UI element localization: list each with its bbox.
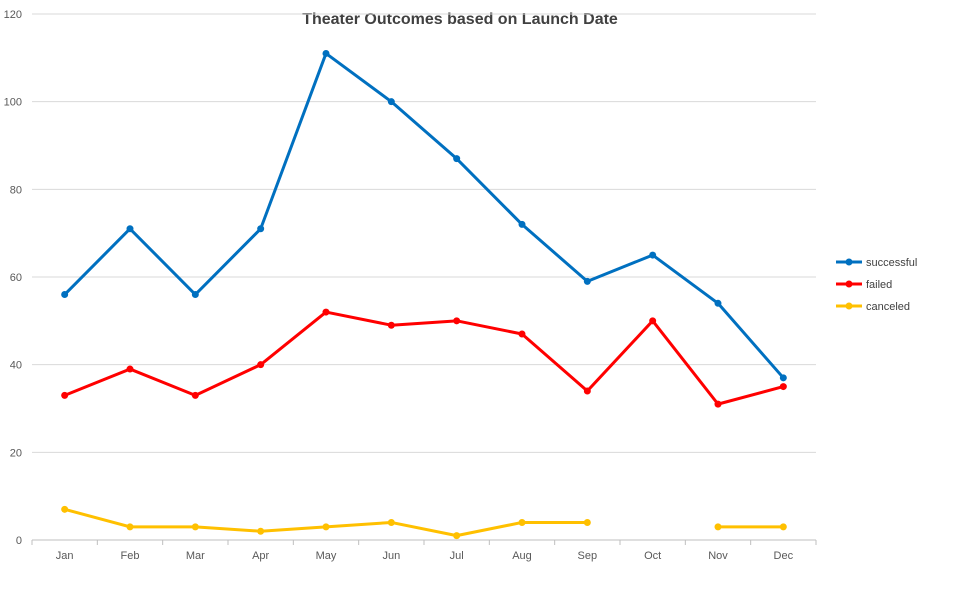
series-line-failed: [63, 310, 785, 406]
data-point-canceled: [453, 532, 461, 540]
data-point-failed: [387, 321, 395, 329]
data-point-failed: [453, 317, 461, 325]
series-lines: [61, 49, 787, 540]
data-point-successful: [779, 374, 787, 382]
data-point-canceled: [257, 527, 265, 535]
y-tick-label: 0: [16, 535, 22, 547]
data-point-successful: [61, 291, 69, 299]
x-tick-label: Aug: [512, 550, 532, 562]
y-tick-label: 20: [10, 447, 22, 459]
data-point-failed: [61, 391, 69, 399]
legend-label: failed: [866, 279, 892, 291]
legend-marker: [845, 280, 853, 288]
x-tick-label: Jun: [382, 550, 400, 562]
data-point-canceled: [322, 523, 330, 531]
data-point-successful: [453, 155, 461, 163]
legend-item-canceled: canceled: [836, 301, 910, 313]
x-tick-label: Oct: [644, 550, 661, 562]
data-point-canceled: [714, 523, 722, 531]
y-tick-label: 60: [10, 272, 22, 284]
data-point-canceled: [126, 523, 134, 531]
legend-marker: [845, 258, 853, 266]
x-tick-label: Jan: [56, 550, 74, 562]
data-point-failed: [518, 330, 526, 338]
data-point-failed: [257, 361, 265, 369]
data-point-failed: [126, 365, 134, 373]
legend: successful failed canceled: [836, 257, 917, 313]
chart-title: Theater Outcomes based on Launch Date: [302, 11, 618, 28]
data-point-failed: [779, 383, 787, 391]
data-point-successful: [126, 225, 134, 233]
data-point-canceled: [779, 523, 787, 531]
series-line-successful: [63, 51, 785, 380]
data-point-successful: [257, 225, 265, 233]
x-tick-label: Feb: [121, 550, 140, 562]
data-point-failed: [322, 308, 330, 316]
data-point-canceled: [61, 505, 69, 513]
x-tick-label: Mar: [186, 550, 205, 562]
axes: 0 20 40 60 80 100 120 Jan Feb Mar Apr May Jun Jul Aug S…: [4, 9, 817, 562]
data-point-successful: [518, 220, 526, 228]
data-point-failed: [649, 317, 657, 325]
data-point-canceled: [583, 518, 591, 526]
legend-item-failed: failed: [836, 279, 892, 291]
x-tick-label: Sep: [578, 550, 598, 562]
x-tick-label: Dec: [774, 550, 794, 562]
legend-label: successful: [866, 257, 917, 269]
x-tick-label: Nov: [708, 550, 728, 562]
data-point-canceled: [518, 518, 526, 526]
series-successful: [61, 49, 787, 382]
gridlines: [32, 13, 816, 541]
y-tick-label: 120: [4, 9, 22, 21]
series-line-canceled: [63, 507, 589, 538]
x-tick-label: Jul: [450, 550, 464, 562]
y-tick-label: 100: [4, 97, 22, 109]
data-point-successful: [322, 49, 330, 57]
y-tick-label: 80: [10, 184, 22, 196]
x-tick-label: Apr: [252, 550, 269, 562]
data-point-successful: [387, 98, 395, 106]
data-point-successful: [583, 277, 591, 285]
data-point-failed: [191, 391, 199, 399]
data-point-failed: [583, 387, 591, 395]
series-canceled: [61, 505, 787, 540]
x-tick-label: May: [316, 550, 337, 562]
data-point-successful: [649, 251, 657, 259]
data-point-canceled: [387, 518, 395, 526]
data-point-successful: [191, 291, 199, 299]
data-point-canceled: [191, 523, 199, 531]
series-failed: [61, 308, 787, 408]
data-point-successful: [714, 299, 722, 307]
legend-label: canceled: [866, 301, 910, 313]
legend-item-successful: successful: [836, 257, 917, 269]
data-point-failed: [714, 400, 722, 408]
legend-marker: [845, 302, 853, 310]
y-tick-label: 40: [10, 360, 22, 372]
